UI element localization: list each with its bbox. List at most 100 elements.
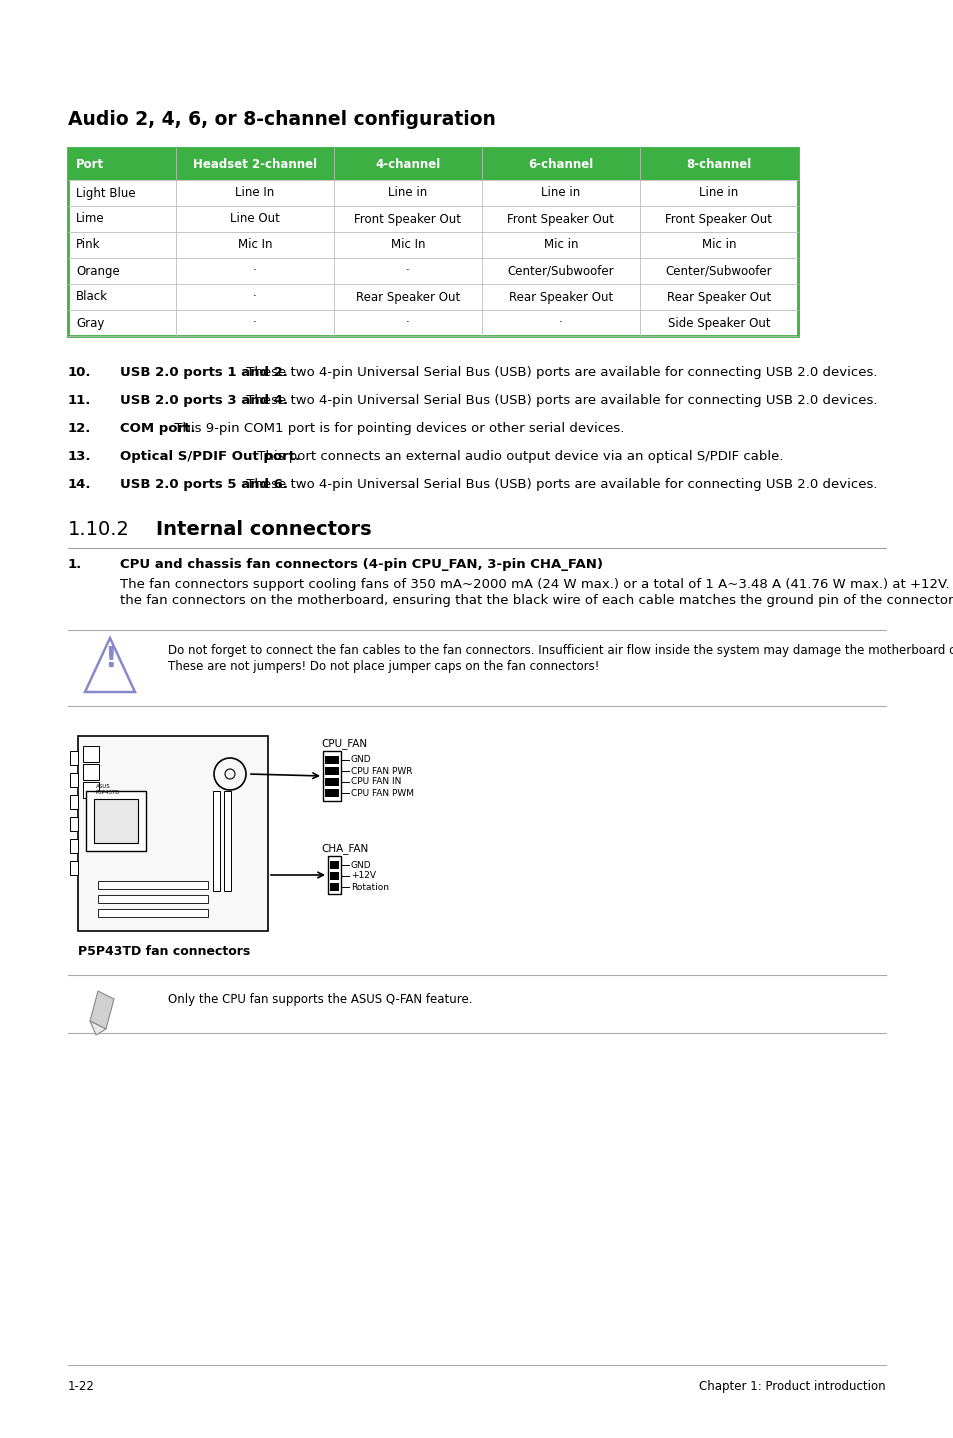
- Text: 1-22: 1-22: [68, 1380, 94, 1393]
- Text: ·: ·: [406, 316, 410, 329]
- Text: Pink: Pink: [76, 239, 100, 252]
- Text: 14.: 14.: [68, 477, 91, 490]
- Text: USB 2.0 ports 3 and 4.: USB 2.0 ports 3 and 4.: [120, 394, 288, 407]
- Bar: [94, 800, 138, 843]
- Text: Chapter 1: Product introduction: Chapter 1: Product introduction: [699, 1380, 885, 1393]
- Text: +12V: +12V: [351, 871, 375, 880]
- Bar: [70, 817, 78, 831]
- Text: Rear Speaker Out: Rear Speaker Out: [355, 290, 459, 303]
- Bar: [325, 789, 338, 797]
- Text: Light Blue: Light Blue: [76, 187, 135, 200]
- Text: ·: ·: [558, 316, 562, 329]
- Text: The fan connectors support cooling fans of 350 mA~2000 mA (24 W max.) or a total: The fan connectors support cooling fans …: [120, 578, 953, 591]
- Bar: [83, 746, 99, 762]
- Bar: [325, 756, 338, 764]
- Text: CPU_FAN: CPU_FAN: [320, 738, 367, 749]
- Bar: [68, 311, 797, 336]
- Bar: [70, 751, 78, 765]
- Text: Front Speaker Out: Front Speaker Out: [665, 213, 772, 226]
- Text: 1.10.2: 1.10.2: [68, 521, 130, 539]
- Text: Front Speaker Out: Front Speaker Out: [355, 213, 461, 226]
- Text: Rear Speaker Out: Rear Speaker Out: [666, 290, 770, 303]
- Text: GND: GND: [351, 755, 372, 765]
- Text: Mic in: Mic in: [543, 239, 578, 252]
- Bar: [68, 283, 797, 311]
- Bar: [323, 751, 340, 801]
- Text: ·: ·: [253, 265, 256, 278]
- Text: 6-channel: 6-channel: [528, 158, 593, 171]
- Text: 1.: 1.: [68, 558, 82, 571]
- Text: P5P43TD fan connectors: P5P43TD fan connectors: [78, 945, 250, 958]
- Text: Front Speaker Out: Front Speaker Out: [507, 213, 614, 226]
- Text: These two 4-pin Universal Serial Bus (USB) ports are available for connecting US: These two 4-pin Universal Serial Bus (US…: [242, 394, 877, 407]
- Bar: [68, 257, 797, 283]
- Text: Line in: Line in: [540, 187, 580, 200]
- Text: Center/Subwoofer: Center/Subwoofer: [507, 265, 614, 278]
- Bar: [325, 766, 338, 775]
- Text: Mic In: Mic In: [391, 239, 425, 252]
- Bar: [83, 764, 99, 779]
- Text: ·: ·: [253, 290, 256, 303]
- Text: 8-channel: 8-channel: [685, 158, 751, 171]
- Text: Optical S/PDIF Out port.: Optical S/PDIF Out port.: [120, 450, 300, 463]
- Bar: [86, 791, 146, 851]
- Text: Audio 2, 4, 6, or 8-channel configuration: Audio 2, 4, 6, or 8-channel configuratio…: [68, 109, 496, 129]
- Bar: [330, 883, 338, 892]
- Text: Orange: Orange: [76, 265, 120, 278]
- Text: Mic in: Mic in: [701, 239, 736, 252]
- Text: These are not jumpers! Do not place jumper caps on the fan connectors!: These are not jumpers! Do not place jump…: [168, 660, 598, 673]
- Polygon shape: [90, 991, 113, 1030]
- Text: Internal connectors: Internal connectors: [156, 521, 372, 539]
- Bar: [68, 232, 797, 257]
- Text: This port connects an external audio output device via an optical S/PDIF cable.: This port connects an external audio out…: [253, 450, 782, 463]
- Bar: [78, 736, 268, 930]
- Text: These two 4-pin Universal Serial Bus (USB) ports are available for connecting US: These two 4-pin Universal Serial Bus (US…: [242, 367, 877, 380]
- Text: 4-channel: 4-channel: [375, 158, 440, 171]
- Text: CPU and chassis fan connectors (4-pin CPU_FAN, 3-pin CHA_FAN): CPU and chassis fan connectors (4-pin CP…: [120, 558, 602, 571]
- Text: CPU FAN IN: CPU FAN IN: [351, 778, 401, 787]
- Text: Port: Port: [76, 158, 104, 171]
- Text: ASUS: ASUS: [96, 784, 111, 789]
- Text: Rotation: Rotation: [351, 883, 389, 892]
- Bar: [70, 861, 78, 874]
- Text: Line in: Line in: [388, 187, 427, 200]
- Bar: [83, 782, 99, 798]
- Text: ·: ·: [406, 265, 410, 278]
- Bar: [70, 795, 78, 810]
- Text: Line in: Line in: [699, 187, 738, 200]
- Text: Line Out: Line Out: [230, 213, 279, 226]
- Text: Do not forget to connect the fan cables to the fan connectors. Insufficient air : Do not forget to connect the fan cables …: [168, 644, 953, 657]
- Bar: [224, 791, 231, 892]
- Bar: [68, 180, 797, 206]
- Text: Gray: Gray: [76, 316, 104, 329]
- Bar: [328, 856, 340, 894]
- Text: USB 2.0 ports 1 and 2.: USB 2.0 ports 1 and 2.: [120, 367, 288, 380]
- Text: !: !: [104, 644, 116, 673]
- Bar: [98, 881, 208, 889]
- Bar: [330, 861, 338, 869]
- Bar: [213, 791, 220, 892]
- Polygon shape: [85, 638, 135, 692]
- Bar: [70, 774, 78, 787]
- Text: the fan connectors on the motherboard, ensuring that the black wire of each cabl: the fan connectors on the motherboard, e…: [120, 594, 953, 607]
- Bar: [98, 894, 208, 903]
- Text: COM port.: COM port.: [120, 421, 195, 436]
- Text: Headset 2-channel: Headset 2-channel: [193, 158, 316, 171]
- Text: Only the CPU fan supports the ASUS Q-FAN feature.: Only the CPU fan supports the ASUS Q-FAN…: [168, 994, 472, 1007]
- Text: Black: Black: [76, 290, 108, 303]
- Text: These two 4-pin Universal Serial Bus (USB) ports are available for connecting US: These two 4-pin Universal Serial Bus (US…: [242, 477, 877, 490]
- Polygon shape: [90, 1021, 106, 1035]
- Text: Line In: Line In: [235, 187, 274, 200]
- Bar: [98, 909, 208, 917]
- Text: USB 2.0 ports 5 and 6.: USB 2.0 ports 5 and 6.: [120, 477, 288, 490]
- Text: Lime: Lime: [76, 213, 105, 226]
- Text: Mic In: Mic In: [237, 239, 272, 252]
- Text: P5P43TD: P5P43TD: [96, 789, 120, 795]
- Bar: [325, 778, 338, 787]
- Text: Side Speaker Out: Side Speaker Out: [667, 316, 769, 329]
- Text: 10.: 10.: [68, 367, 91, 380]
- Bar: [70, 838, 78, 853]
- Bar: [68, 148, 797, 180]
- Text: This 9-pin COM1 port is for pointing devices or other serial devices.: This 9-pin COM1 port is for pointing dev…: [170, 421, 623, 436]
- Text: 12.: 12.: [68, 421, 91, 436]
